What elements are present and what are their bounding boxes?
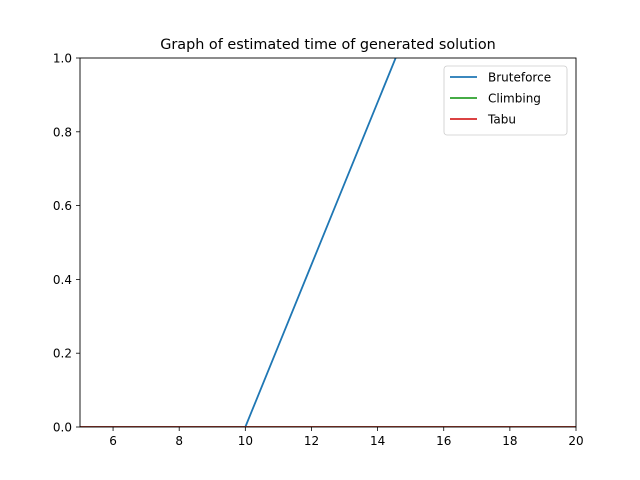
series-line-bruteforce xyxy=(80,21,411,427)
legend-label: Climbing xyxy=(488,92,541,106)
x-tick-label: 14 xyxy=(370,434,385,448)
legend-label: Bruteforce xyxy=(488,71,551,85)
chart-title: Graph of estimated time of generated sol… xyxy=(160,37,496,53)
y-tick-label: 0.6 xyxy=(53,199,72,213)
y-tick-label: 1.0 xyxy=(53,52,72,66)
x-tick-label: 18 xyxy=(502,434,517,448)
x-tick-label: 8 xyxy=(175,434,183,448)
y-tick-label: 0.2 xyxy=(53,347,72,361)
legend: Bruteforce Climbing Tabu xyxy=(444,66,567,135)
x-tick-label: 16 xyxy=(436,434,451,448)
y-tick-label: 0.4 xyxy=(53,273,72,287)
x-tick-label: 6 xyxy=(109,434,117,448)
legend-label: Tabu xyxy=(487,113,516,127)
x-tick-label: 12 xyxy=(304,434,319,448)
x-tick-label: 10 xyxy=(238,434,253,448)
y-tick-label: 0.8 xyxy=(53,125,72,139)
y-tick-label: 0.0 xyxy=(53,421,72,435)
x-tick-label: 20 xyxy=(568,434,583,448)
